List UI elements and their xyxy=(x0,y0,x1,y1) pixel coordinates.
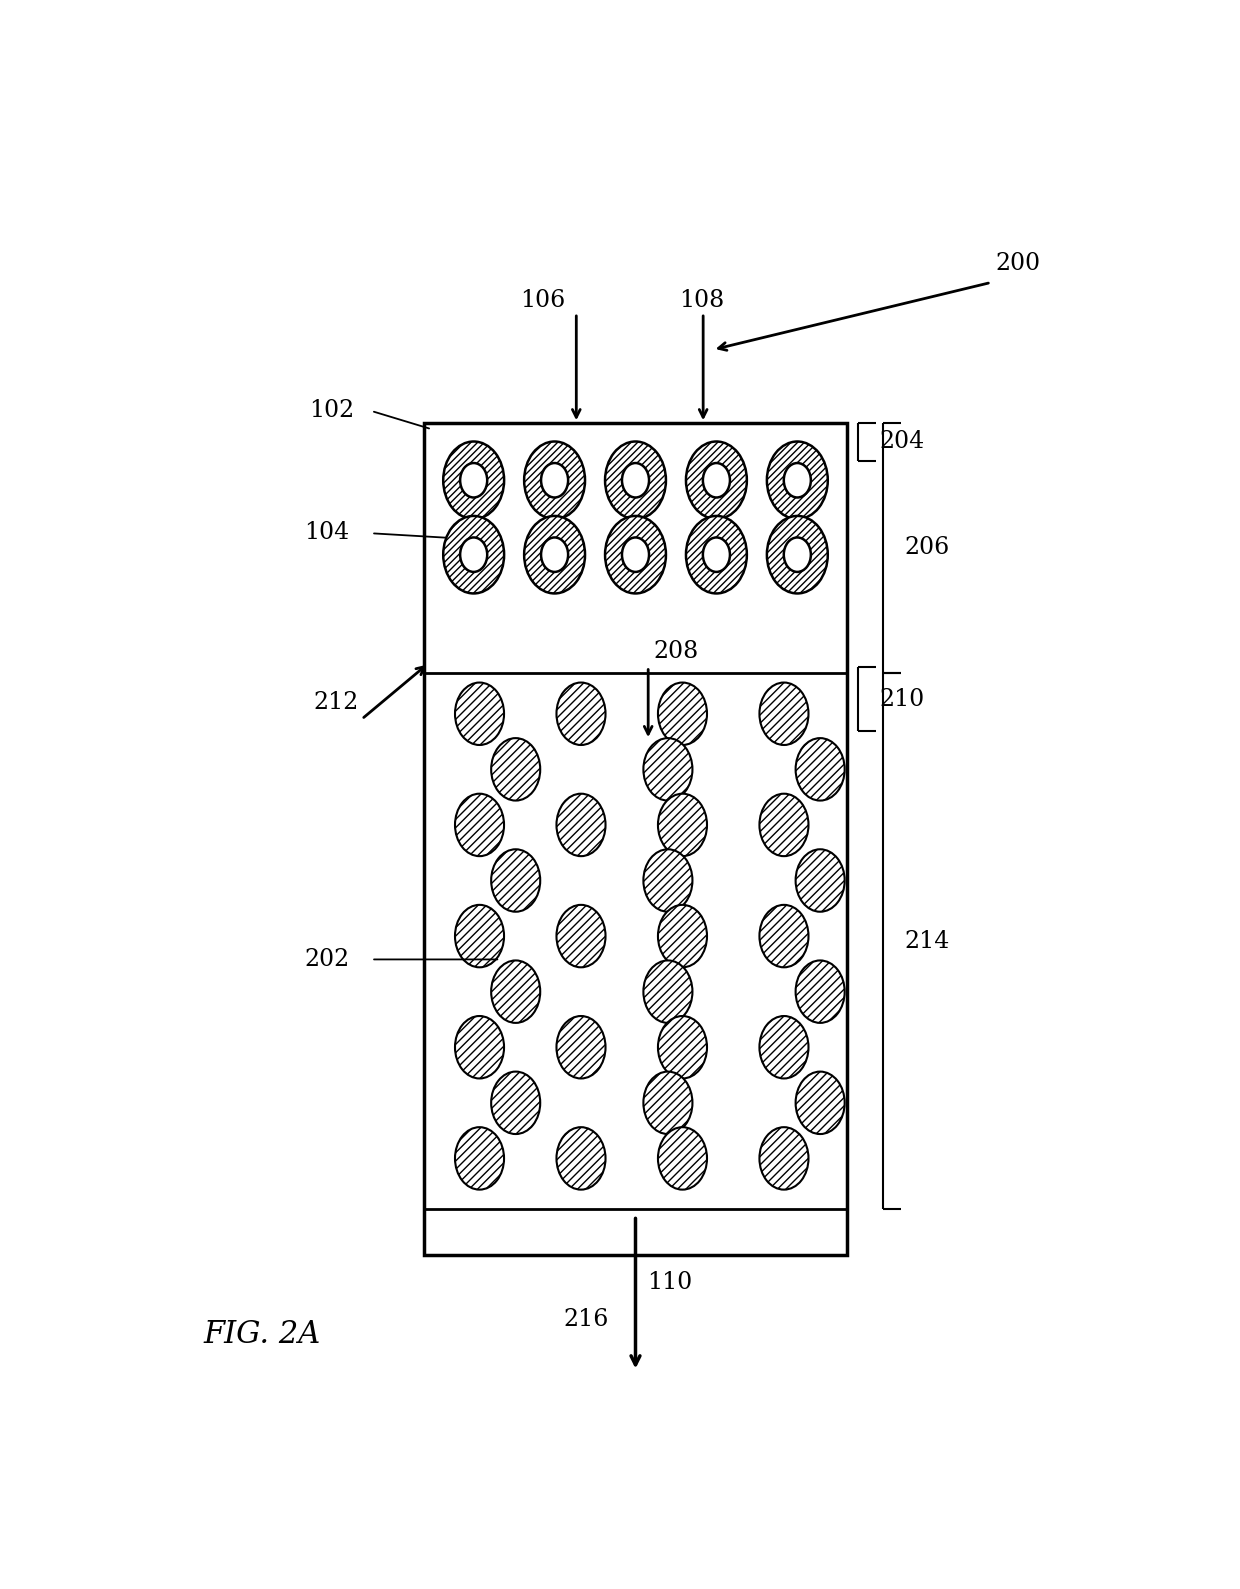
Circle shape xyxy=(491,739,541,801)
Circle shape xyxy=(557,683,605,745)
Circle shape xyxy=(658,793,707,856)
Circle shape xyxy=(525,442,585,520)
Circle shape xyxy=(796,739,844,801)
Text: 106: 106 xyxy=(521,289,565,311)
Text: 208: 208 xyxy=(653,640,698,663)
Circle shape xyxy=(658,1015,707,1079)
Circle shape xyxy=(686,516,746,593)
Circle shape xyxy=(460,537,487,572)
Circle shape xyxy=(455,683,503,745)
Text: 210: 210 xyxy=(879,688,925,710)
Circle shape xyxy=(759,683,808,745)
Text: 204: 204 xyxy=(879,431,925,453)
Circle shape xyxy=(796,1071,844,1135)
Circle shape xyxy=(784,462,811,497)
Circle shape xyxy=(541,537,568,572)
Circle shape xyxy=(443,516,505,593)
Text: 104: 104 xyxy=(304,521,350,545)
Circle shape xyxy=(491,1071,541,1135)
Circle shape xyxy=(759,1127,808,1190)
Text: 110: 110 xyxy=(647,1271,692,1295)
Circle shape xyxy=(557,1015,605,1079)
Circle shape xyxy=(455,1015,503,1079)
Circle shape xyxy=(491,849,541,912)
Circle shape xyxy=(491,960,541,1023)
Circle shape xyxy=(796,960,844,1023)
Circle shape xyxy=(644,849,692,912)
Circle shape xyxy=(766,442,828,520)
Circle shape xyxy=(557,904,605,968)
Text: 102: 102 xyxy=(309,399,353,423)
Circle shape xyxy=(796,849,844,912)
Circle shape xyxy=(658,683,707,745)
Circle shape xyxy=(784,537,811,572)
Text: 212: 212 xyxy=(314,691,358,715)
Circle shape xyxy=(644,1071,692,1135)
Text: 200: 200 xyxy=(996,253,1042,275)
Circle shape xyxy=(460,462,487,497)
Circle shape xyxy=(622,462,649,497)
Text: 202: 202 xyxy=(304,947,350,971)
Circle shape xyxy=(766,516,828,593)
Circle shape xyxy=(759,1015,808,1079)
Circle shape xyxy=(541,462,568,497)
Text: 206: 206 xyxy=(905,537,950,559)
Circle shape xyxy=(557,793,605,856)
Circle shape xyxy=(605,516,666,593)
Circle shape xyxy=(703,462,730,497)
Circle shape xyxy=(525,516,585,593)
Circle shape xyxy=(644,739,692,801)
Circle shape xyxy=(622,537,649,572)
Circle shape xyxy=(455,1127,503,1190)
Circle shape xyxy=(686,442,746,520)
Bar xyxy=(424,423,847,1255)
Text: 216: 216 xyxy=(563,1308,609,1332)
Circle shape xyxy=(443,442,505,520)
Circle shape xyxy=(644,960,692,1023)
Circle shape xyxy=(658,1127,707,1190)
Circle shape xyxy=(759,793,808,856)
Circle shape xyxy=(557,1127,605,1190)
Circle shape xyxy=(703,537,730,572)
Circle shape xyxy=(759,904,808,968)
Circle shape xyxy=(455,904,503,968)
Text: 108: 108 xyxy=(680,289,724,311)
Circle shape xyxy=(658,904,707,968)
Circle shape xyxy=(605,442,666,520)
Circle shape xyxy=(455,793,503,856)
Text: 214: 214 xyxy=(905,930,950,952)
Text: FIG. 2A: FIG. 2A xyxy=(203,1319,320,1351)
